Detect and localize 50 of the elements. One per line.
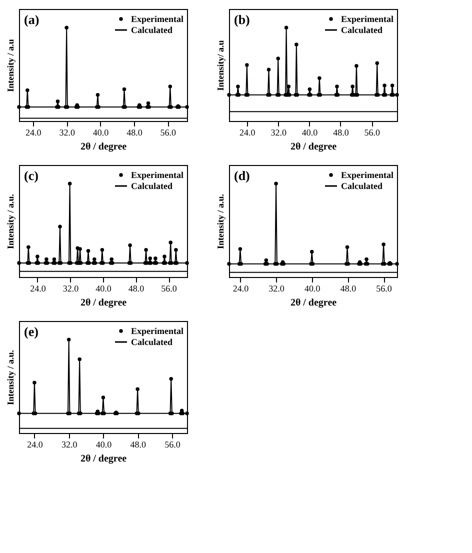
- legend-label: Experimental: [131, 170, 184, 180]
- x-tick-label: 56.0: [364, 128, 381, 138]
- x-axis-title: 2θ / degree: [290, 298, 338, 308]
- y-axis-title: Intensity / a.u: [6, 39, 16, 92]
- x-tick-label: 40.0: [96, 284, 112, 294]
- x-axis-title: 2θ / degree: [290, 142, 338, 152]
- legend-label: Experimental: [341, 170, 394, 180]
- x-tick-label: 24.0: [27, 440, 44, 450]
- chart-title: (d): [234, 168, 250, 183]
- x-tick-label: 48.0: [340, 284, 357, 294]
- x-tick-label: 24.0: [240, 128, 256, 138]
- legend-label: Calculated: [341, 181, 382, 191]
- legend-label: Experimental: [341, 14, 394, 24]
- y-axis-title: Intensity / a.u.: [216, 194, 226, 250]
- x-tick-label: 24.0: [232, 284, 250, 294]
- legend-label: Experimental: [131, 326, 184, 336]
- chart-title: (c): [24, 168, 38, 183]
- legend-label: Calculated: [131, 25, 172, 35]
- x-axis-title: 2θ / degree: [80, 142, 128, 152]
- chart-title: (e): [24, 324, 38, 339]
- x-tick-label: 40.0: [302, 128, 318, 138]
- x-tick-label: 24.0: [30, 284, 46, 294]
- legend-label: Calculated: [131, 181, 172, 191]
- y-axis-title: Intensity / a.u.: [6, 350, 16, 406]
- x-tick-label: 48.0: [130, 440, 146, 450]
- x-tick-label: 48.0: [333, 128, 350, 138]
- x-tick-label: 48.0: [126, 128, 143, 138]
- legend-label: Calculated: [341, 25, 382, 35]
- x-tick-label: 32.0: [61, 440, 78, 450]
- legend-label: Experimental: [131, 14, 184, 24]
- x-tick-label: 48.0: [128, 284, 145, 294]
- legend-label: Calculated: [131, 337, 172, 347]
- chart-title: (a): [24, 12, 40, 27]
- chart-title: (b): [234, 12, 250, 27]
- x-axis-title: 2θ / degree: [80, 298, 128, 308]
- x-tick-label: 32.0: [59, 128, 76, 138]
- y-axis-title: Intensity / a.u.: [6, 194, 16, 250]
- x-tick-label: 40.0: [96, 440, 112, 450]
- x-tick-label: 40.0: [304, 284, 321, 294]
- x-tick-label: 32.0: [270, 128, 287, 138]
- x-tick-label: 32.0: [62, 284, 80, 294]
- x-tick-label: 32.0: [268, 284, 285, 294]
- x-tick-label: 56.0: [376, 284, 392, 294]
- x-tick-label: 24.0: [26, 128, 42, 138]
- x-tick-label: 56.0: [161, 284, 178, 294]
- y-axis-title: Intensity/ a.u: [216, 40, 226, 91]
- x-tick-label: 56.0: [164, 440, 181, 450]
- x-tick-label: 56.0: [160, 128, 177, 138]
- x-tick-label: 40.0: [92, 128, 110, 138]
- x-axis-title: 2θ / degree: [80, 454, 128, 464]
